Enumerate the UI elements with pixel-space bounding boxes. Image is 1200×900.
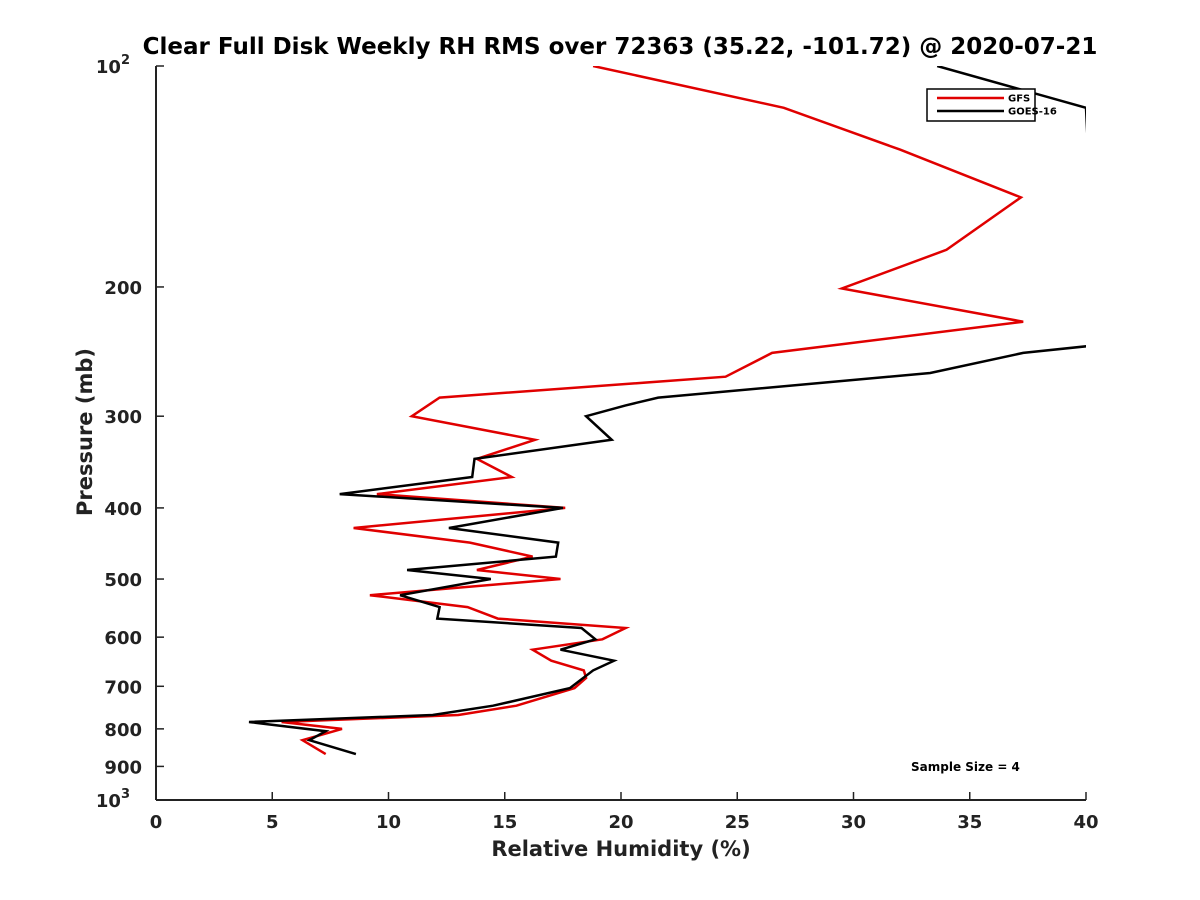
chart-title: Clear Full Disk Weekly RH RMS over 72363… [143,34,1098,60]
axes: 0 5 10 15 20 25 30 35 40 102 200 300 400 500 600 700 800… [96,53,1099,833]
x-tick-label: 20 [608,812,633,833]
x-tick-label: 25 [725,812,750,833]
series-line-goes-16 [248,66,1086,756]
y-tick-label: 103 [96,787,130,812]
x-tick-label: 30 [841,812,866,833]
y-tick-label: 900 [104,757,142,778]
legend: GFS GOES-16 [937,94,1057,118]
series-layer [248,66,1086,756]
y-tick-label: 300 [104,407,142,428]
sample-size-annotation: Sample Size = 4 [911,760,1020,774]
legend-box [926,88,1036,122]
x-axis-label: Relative Humidity (%) [491,837,750,861]
x-tick-label: 35 [957,812,982,833]
y-tick-label: 600 [104,628,142,649]
x-tick-label: 0 [150,812,163,833]
series-line-gfs [281,66,1024,756]
legend-label-goes-16: GOES-16 [1008,107,1057,118]
y-tick-label: 102 [96,53,130,78]
y-tick-label: 400 [104,499,142,520]
y-axis-label: Pressure (mb) [73,348,97,516]
y-tick-label: 500 [104,570,142,591]
x-tick-label: 40 [1073,812,1098,833]
x-tick-label: 15 [492,812,517,833]
x-tick-label: 10 [376,812,401,833]
y-tick-label: 200 [104,278,142,299]
legend-label-gfs: GFS [1008,94,1030,105]
x-tick-label: 5 [266,812,279,833]
y-tick-label: 800 [104,720,142,741]
y-tick-label: 700 [104,677,142,698]
